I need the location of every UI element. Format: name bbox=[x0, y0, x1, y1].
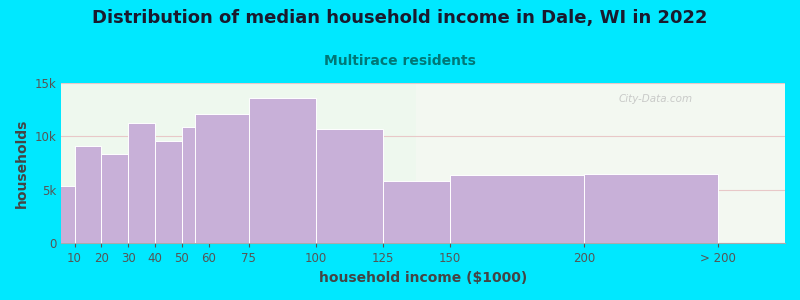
Y-axis label: households: households bbox=[15, 118, 29, 208]
Bar bbox=[584, 174, 718, 243]
Bar bbox=[316, 129, 383, 243]
Bar bbox=[249, 98, 316, 243]
Bar bbox=[102, 154, 128, 243]
Bar bbox=[74, 146, 102, 243]
Bar bbox=[48, 186, 74, 243]
Bar bbox=[195, 114, 262, 243]
Bar bbox=[128, 123, 155, 243]
Bar bbox=[383, 182, 450, 243]
Text: City-Data.com: City-Data.com bbox=[618, 94, 693, 104]
Text: Distribution of median household income in Dale, WI in 2022: Distribution of median household income … bbox=[92, 9, 708, 27]
Text: Multirace residents: Multirace residents bbox=[324, 54, 476, 68]
X-axis label: household income ($1000): household income ($1000) bbox=[319, 271, 527, 285]
Bar bbox=[416, 83, 785, 243]
Bar bbox=[182, 127, 209, 243]
Bar bbox=[155, 141, 182, 243]
Bar bbox=[450, 175, 584, 243]
